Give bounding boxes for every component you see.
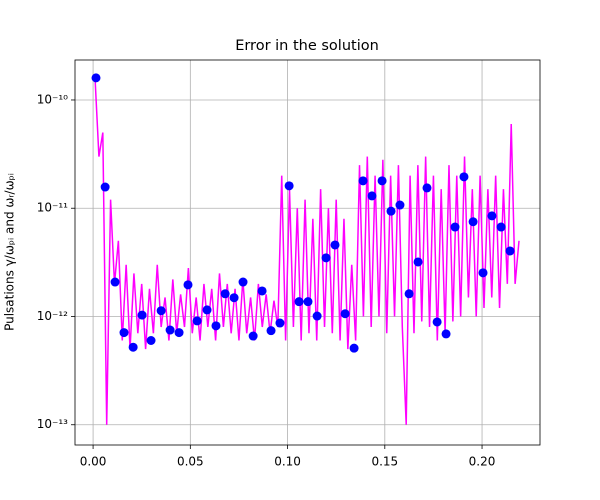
data-point	[211, 321, 221, 331]
data-point	[340, 309, 350, 319]
data-point	[294, 297, 304, 307]
data-point	[330, 240, 340, 250]
data-point	[275, 318, 285, 328]
data-point	[386, 206, 396, 216]
data-point	[413, 257, 423, 267]
x-tick-label: 0.00	[80, 455, 107, 469]
data-point	[284, 181, 294, 191]
data-point	[220, 289, 230, 299]
data-point	[404, 289, 414, 299]
data-point	[312, 311, 322, 321]
data-point	[110, 277, 120, 287]
data-point	[100, 182, 110, 192]
data-point	[496, 222, 506, 232]
data-point	[248, 331, 258, 341]
data-point	[422, 183, 432, 193]
x-tick-label: 0.20	[469, 455, 496, 469]
data-point	[183, 280, 193, 290]
data-point	[450, 222, 460, 232]
data-point	[146, 336, 156, 346]
y-tick-label: 10⁻¹⁰	[37, 92, 68, 106]
data-point	[238, 277, 248, 287]
data-point	[165, 325, 175, 335]
data-point	[441, 329, 451, 339]
y-tick-label: 10⁻¹²	[37, 309, 68, 323]
data-point	[487, 211, 497, 221]
data-point	[459, 172, 469, 182]
axes-frame	[74, 59, 541, 446]
y-tick-label: 10⁻¹¹	[37, 201, 68, 215]
x-tick-label: 0.10	[274, 455, 301, 469]
data-point	[303, 297, 313, 307]
data-point	[266, 326, 276, 336]
data-point	[119, 328, 129, 338]
data-point	[174, 328, 184, 338]
data-point	[229, 293, 239, 303]
data-point	[349, 343, 359, 353]
data-point	[367, 191, 377, 201]
data-point	[137, 310, 147, 320]
y-axis-label: Pulsations γ/ωₚᵢ and ωᵣ/ωₚᵢ	[3, 173, 17, 331]
data-point	[257, 286, 267, 296]
data-point	[468, 217, 478, 227]
data-point	[358, 176, 368, 186]
data-point	[377, 176, 387, 186]
data-point	[432, 317, 442, 327]
data-point	[505, 246, 515, 256]
data-line	[94, 77, 520, 425]
data-point	[478, 268, 488, 278]
plot-area	[91, 73, 520, 425]
chart-title: Error in the solution	[235, 38, 379, 54]
data-point	[395, 200, 405, 210]
x-tick-label: 0.05	[177, 455, 204, 469]
data-point	[321, 253, 331, 263]
data-point	[192, 316, 202, 326]
data-point	[156, 306, 166, 316]
y-tick-label: 10⁻¹³	[37, 417, 68, 431]
data-point	[91, 73, 101, 83]
data-point	[128, 342, 138, 352]
x-tick-label: 0.15	[371, 455, 398, 469]
data-point	[202, 305, 212, 315]
